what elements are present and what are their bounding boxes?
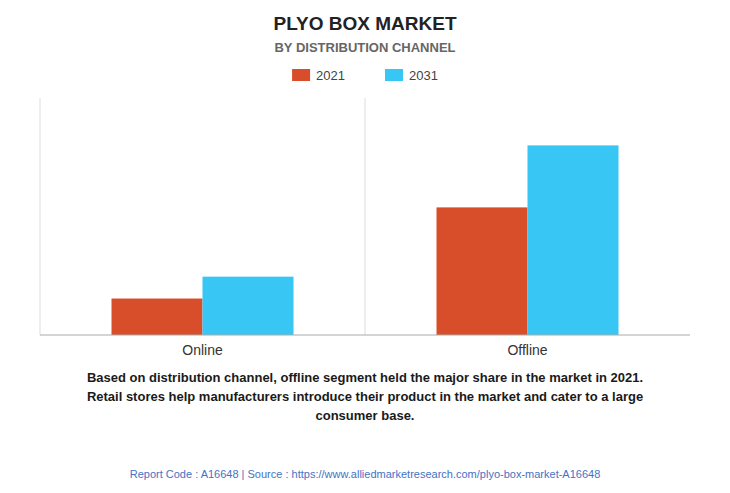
bar	[203, 277, 294, 335]
bar	[528, 145, 619, 335]
y-axis-line	[40, 98, 41, 335]
x-tick-label: Online	[182, 342, 223, 358]
legend-label: 2021	[316, 68, 345, 83]
bar	[112, 299, 203, 335]
chart: PLYO BOX MARKET BY DISTRIBUTION CHANNEL 20…	[0, 0, 730, 493]
annotation-line: consumer base.	[316, 408, 415, 423]
legend-item: 2021	[292, 68, 345, 83]
title: PLYO BOX MARKET	[274, 13, 457, 34]
annotation-line: Retail stores help manufacturers introdu…	[87, 389, 643, 404]
annotation-line: Based on distribution channel, offline s…	[87, 370, 643, 385]
subtitle: BY DISTRIBUTION CHANNEL	[274, 40, 455, 55]
legend-item: 2031	[385, 68, 438, 83]
legend-swatch	[385, 69, 403, 81]
bars	[112, 145, 619, 335]
x-tick-label: Offline	[507, 342, 547, 358]
x-axis-line	[40, 335, 690, 336]
legend-label: 2031	[409, 68, 438, 83]
legend-swatch	[292, 69, 310, 81]
bar	[437, 207, 528, 335]
annotation: Based on distribution channel, offline s…	[87, 370, 643, 423]
divider	[365, 98, 366, 335]
legend: 2021 2031	[292, 68, 438, 83]
footer: Report Code : A16648 | Source : https://…	[130, 468, 601, 480]
